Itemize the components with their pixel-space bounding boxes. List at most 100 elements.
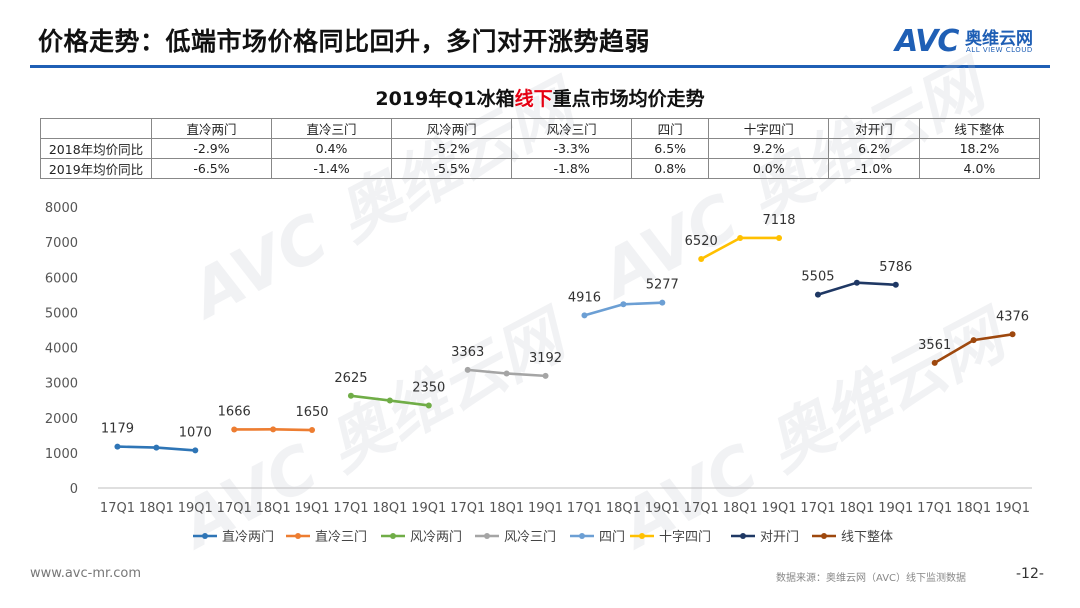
legend-label: 风冷两门 bbox=[410, 530, 462, 545]
data-point bbox=[737, 234, 744, 241]
data-label: 3363 bbox=[451, 345, 484, 360]
data-point bbox=[309, 427, 316, 434]
data-label: 1666 bbox=[218, 404, 251, 419]
y-tick-label: 7000 bbox=[45, 236, 78, 251]
table-cell: -1.4% bbox=[271, 158, 393, 179]
y-tick-label: 6000 bbox=[45, 271, 78, 286]
header-divider bbox=[30, 65, 1050, 68]
data-point bbox=[1009, 331, 1016, 338]
y-tick-label: 4000 bbox=[45, 342, 78, 357]
legend-marker bbox=[390, 533, 396, 539]
x-tick-label: 19Q1 bbox=[295, 501, 330, 516]
yoy-table: 直冷两门 直冷三门 风冷两门 风冷三门 四门 十字四门 对开门 线下整体 201… bbox=[40, 118, 1041, 179]
x-tick-label: 17Q1 bbox=[800, 501, 835, 516]
chart-title-prefix: 2019年Q1冰箱 bbox=[375, 88, 515, 110]
data-point bbox=[231, 426, 238, 433]
data-point bbox=[620, 301, 627, 308]
table-cell: -1.0% bbox=[828, 158, 920, 179]
x-tick-label: 19Q1 bbox=[178, 501, 213, 516]
x-tick-label: 19Q1 bbox=[411, 501, 446, 516]
legend-label: 风冷三门 bbox=[504, 530, 556, 545]
data-point bbox=[464, 366, 471, 373]
data-point bbox=[503, 370, 510, 377]
y-tick-label: 1000 bbox=[45, 447, 78, 462]
table-row: 2018年均价同比 -2.9% 0.4% -5.2% -3.3% 6.5% 9.… bbox=[40, 138, 1041, 159]
table-row-label: 2019年均价同比 bbox=[40, 158, 152, 179]
data-point bbox=[853, 279, 860, 286]
legend-label: 十字四门 bbox=[659, 530, 711, 545]
legend-marker bbox=[579, 533, 585, 539]
data-label: 1650 bbox=[295, 405, 328, 420]
x-tick-label: 19Q1 bbox=[995, 501, 1030, 516]
table-header-cell: 线下整体 bbox=[918, 118, 1041, 139]
page-title: 价格走势：低端市场价格同比回升，多门对开涨势趋弱 bbox=[38, 27, 651, 56]
y-tick-label: 3000 bbox=[45, 377, 78, 392]
logo-english-name: ALL VIEW CLOUD bbox=[966, 46, 1033, 54]
data-point bbox=[892, 281, 899, 288]
y-tick-label: 5000 bbox=[45, 306, 78, 321]
x-tick-label: 18Q1 bbox=[839, 501, 874, 516]
data-label: 1070 bbox=[179, 425, 212, 440]
x-tick-label: 17Q1 bbox=[217, 501, 252, 516]
legend-label: 直冷三门 bbox=[315, 530, 367, 545]
x-tick-label: 18Q1 bbox=[956, 501, 991, 516]
x-tick-label: 18Q1 bbox=[256, 501, 291, 516]
x-tick-label: 18Q1 bbox=[489, 501, 524, 516]
data-point bbox=[347, 392, 354, 399]
data-point bbox=[192, 447, 199, 454]
chart-title-highlight: 线下 bbox=[514, 88, 553, 110]
legend-label: 线下整体 bbox=[841, 530, 893, 545]
table-header-cell: 十字四门 bbox=[708, 118, 830, 139]
data-label: 3561 bbox=[918, 338, 951, 353]
table-header-cell: 直冷两门 bbox=[150, 118, 273, 139]
table-cell: 4.0% bbox=[918, 158, 1041, 179]
table-row-label: 2018年均价同比 bbox=[40, 138, 152, 159]
table-row: 2019年均价同比 -6.5% -1.4% -5.5% -1.8% 0.8% 0… bbox=[40, 158, 1041, 179]
y-tick-label: 0 bbox=[70, 482, 78, 497]
x-tick-label: 18Q1 bbox=[723, 501, 758, 516]
x-tick-label: 19Q1 bbox=[878, 501, 913, 516]
x-tick-label: 18Q1 bbox=[606, 501, 641, 516]
table-cell: -1.8% bbox=[511, 158, 633, 179]
data-point bbox=[542, 372, 549, 379]
footer-data-source: 数据来源：奥维云网（AVC）线下监测数据 bbox=[776, 573, 967, 584]
y-tick-label: 8000 bbox=[45, 201, 78, 216]
data-label: 5786 bbox=[879, 260, 912, 275]
data-label: 4376 bbox=[996, 309, 1029, 324]
legend-marker bbox=[202, 533, 208, 539]
data-point bbox=[425, 402, 432, 409]
legend-marker bbox=[821, 533, 827, 539]
logo-mark: AVC bbox=[895, 24, 959, 59]
data-point bbox=[698, 255, 705, 262]
x-tick-label: 19Q1 bbox=[528, 501, 563, 516]
table-cell: -5.5% bbox=[391, 158, 513, 179]
x-tick-label: 17Q1 bbox=[450, 501, 485, 516]
data-point bbox=[153, 444, 160, 451]
data-label: 6520 bbox=[685, 234, 718, 249]
data-label: 2625 bbox=[334, 371, 367, 386]
data-point bbox=[114, 443, 121, 450]
legend-label: 对开门 bbox=[760, 530, 799, 545]
data-label: 2350 bbox=[412, 380, 445, 395]
table-header-row: 直冷两门 直冷三门 风冷两门 风冷三门 四门 十字四门 对开门 线下整体 bbox=[40, 118, 1041, 139]
data-point bbox=[270, 426, 277, 433]
data-label: 7118 bbox=[762, 213, 795, 228]
data-label: 3192 bbox=[529, 351, 562, 366]
page-number: -12- bbox=[1016, 566, 1044, 582]
data-point bbox=[386, 397, 393, 404]
table-cell: -6.5% bbox=[150, 158, 273, 179]
legend-marker bbox=[740, 533, 746, 539]
data-label: 5277 bbox=[646, 278, 679, 293]
legend-marker bbox=[295, 533, 301, 539]
x-tick-label: 17Q1 bbox=[684, 501, 719, 516]
data-point bbox=[931, 359, 938, 366]
data-point bbox=[581, 312, 588, 319]
data-label: 1179 bbox=[101, 422, 134, 437]
table-cell: 0.0% bbox=[708, 158, 830, 179]
x-tick-label: 17Q1 bbox=[917, 501, 952, 516]
x-tick-label: 17Q1 bbox=[333, 501, 368, 516]
chart-title: 2019年Q1冰箱线下重点市场均价走势 bbox=[0, 84, 1080, 111]
x-tick-label: 17Q1 bbox=[567, 501, 602, 516]
data-point bbox=[659, 299, 666, 306]
x-tick-label: 18Q1 bbox=[372, 501, 407, 516]
